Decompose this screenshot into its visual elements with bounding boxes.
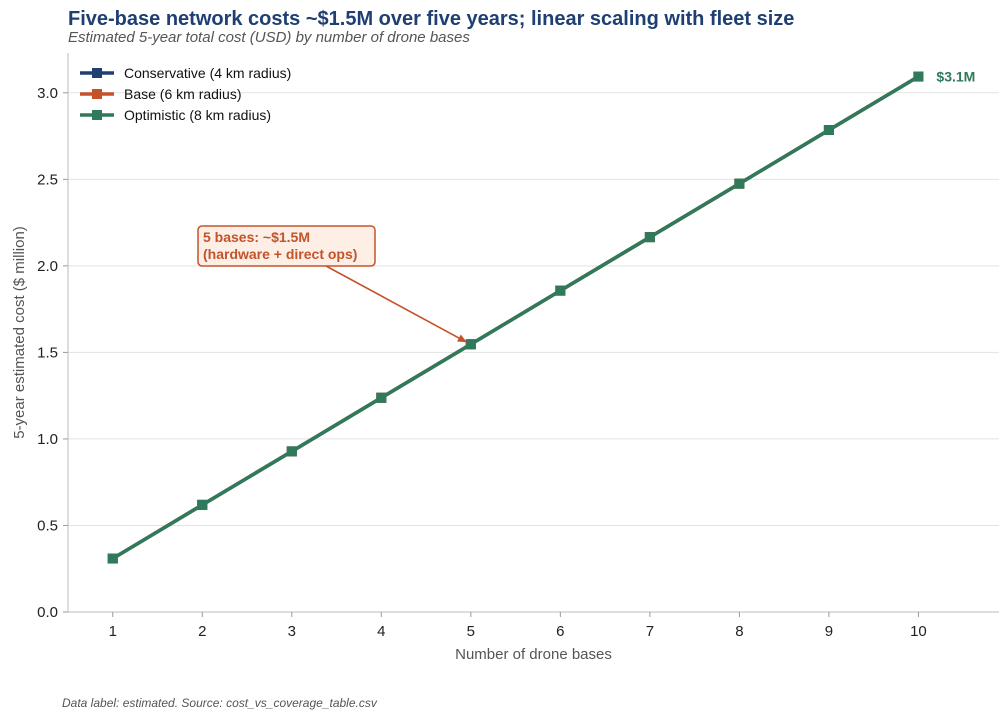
grid-lines <box>68 92 999 613</box>
legend: Conservative (4 km radius) Base (6 km rad… <box>80 65 291 123</box>
data-point <box>555 285 566 296</box>
annotation-text: 5 bases: ~$1.5M <box>203 229 310 245</box>
y-tick-label: 2.0 <box>37 258 58 275</box>
x-tick-label: 7 <box>646 623 654 640</box>
annotation-text: (hardware + direct ops) <box>203 246 357 262</box>
x-tick-label: 5 <box>467 623 475 640</box>
x-axis-label: Number of drone bases <box>455 646 612 663</box>
chart-subtitle: Estimated 5-year total cost (USD) by num… <box>68 29 470 46</box>
y-tick-label: 2.5 <box>37 171 58 188</box>
legend-swatch-marker <box>92 110 102 120</box>
legend-label: Conservative (4 km radius) <box>124 65 291 81</box>
annotation-box <box>197 225 376 267</box>
annotation-arrow <box>325 265 468 343</box>
data-point <box>644 232 655 243</box>
legend-label: Base (6 km radius) <box>124 86 241 102</box>
data-point <box>734 178 745 189</box>
x-tick-label: 8 <box>735 623 743 640</box>
series-line <box>111 75 920 561</box>
x-tick-label: 2 <box>198 623 206 640</box>
legend-swatch-marker <box>92 68 102 78</box>
data-point <box>913 71 924 82</box>
data-point <box>107 553 118 564</box>
data-point <box>465 339 476 350</box>
x-tick-label: 10 <box>910 623 927 640</box>
end-value-label: $3.1M <box>936 69 975 85</box>
y-axis-label: 5-year estimated cost ($ million) <box>11 226 28 439</box>
source-footnote: Data label: estimated. Source: cost_vs_c… <box>62 696 377 710</box>
annotation: 5 bases: ~$1.5M(hardware + direct ops) $3… <box>197 69 975 343</box>
legend-label: Optimistic (8 km radius) <box>124 107 271 123</box>
y-tick-label: 0.0 <box>37 604 58 621</box>
legend-swatch-marker <box>92 89 102 99</box>
y-tick-label: 1.5 <box>37 344 58 361</box>
chart-title: Five-base network costs ~$1.5M over five… <box>68 8 795 30</box>
x-tick-label: 6 <box>556 623 564 640</box>
x-tick-label: 3 <box>288 623 296 640</box>
y-tick-label: 0.5 <box>37 517 58 534</box>
series-lines <box>107 71 924 564</box>
data-point <box>376 392 387 403</box>
data-point <box>286 446 297 457</box>
y-tick-label: 1.0 <box>37 431 58 448</box>
x-tick-label: 9 <box>825 623 833 640</box>
data-point <box>823 125 834 136</box>
x-tick-label: 1 <box>109 623 117 640</box>
data-point <box>197 499 208 510</box>
annotation-arrowhead <box>457 334 467 343</box>
y-tick-label: 3.0 <box>37 85 58 102</box>
axes: 0.0 0.5 1.0 1.5 2.0 2.5 3.0 1 2 3 4 5 6 7 8 9 10 <box>37 53 999 640</box>
x-tick-label: 4 <box>377 623 385 640</box>
